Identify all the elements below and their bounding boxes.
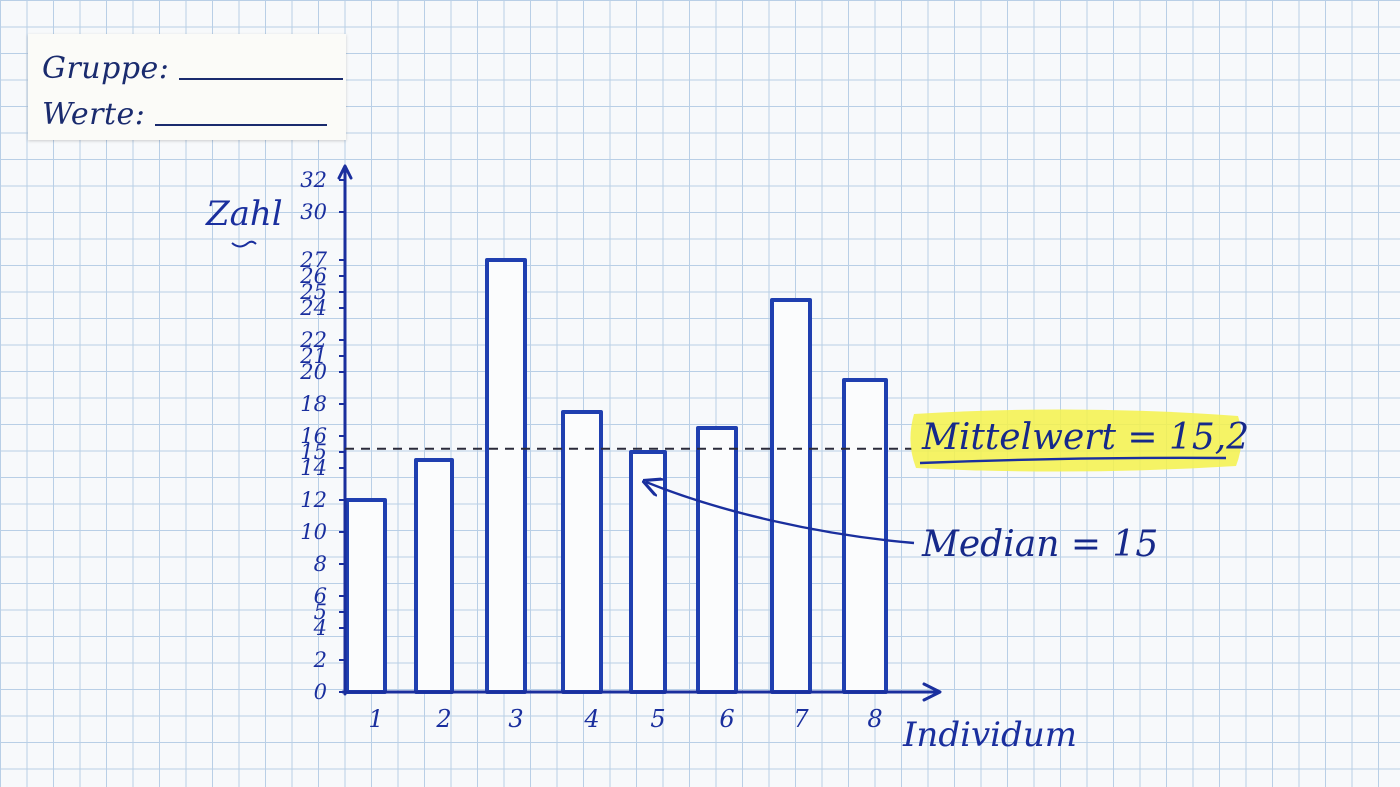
- x-tick-label: 2: [435, 705, 451, 733]
- x-tick-label: 3: [508, 705, 523, 733]
- bar: [485, 258, 527, 694]
- y-tick-label: 21: [299, 344, 327, 368]
- y-tick-label: 0: [314, 680, 327, 704]
- y-tick-label: 10: [300, 520, 327, 544]
- x-tick-label: 5: [650, 705, 665, 733]
- y-tick-label: 26: [299, 264, 327, 288]
- mean-underline: [919, 456, 1227, 465]
- bars-group: [345, 258, 888, 694]
- bar: [345, 498, 387, 694]
- y-tick-label: 18: [300, 392, 327, 416]
- values-blank-line: [155, 124, 328, 126]
- mean-highlight: [910, 409, 1242, 472]
- mean-annotation: Mittelwert = 15,2: [921, 417, 1249, 458]
- median-annotation: Median = 15: [921, 524, 1158, 565]
- group-label: Gruppe:: [42, 51, 170, 86]
- y-tick-label: 5: [314, 600, 327, 624]
- x-tick-label: 6: [719, 705, 734, 733]
- y-tick-label: 16: [300, 424, 327, 448]
- y-tick-label: 30: [300, 200, 327, 224]
- y-tick-label: 12: [300, 488, 327, 512]
- y-tick-label: 27: [299, 248, 327, 272]
- group-blank-line: [179, 78, 344, 80]
- x-tick-label: 8: [867, 705, 882, 733]
- y-tick-label: 14: [300, 456, 327, 480]
- bar: [696, 426, 738, 694]
- y-axis-arrow-icon: [337, 164, 353, 180]
- y-tick-label: 6: [314, 584, 327, 608]
- bar: [414, 458, 454, 694]
- values-row: Werte:: [42, 92, 328, 132]
- group-row: Gruppe:: [42, 46, 344, 86]
- x-tick-label: 1: [368, 705, 383, 733]
- y-axis-title: Zahl: [205, 194, 283, 234]
- ylabel-underline-tilde: [231, 240, 257, 248]
- y-tick-label: 20: [299, 360, 327, 384]
- y-tick-label: 32: [300, 168, 327, 192]
- label-card: Gruppe: Werte:: [28, 34, 346, 140]
- median-arrow: [646, 482, 915, 545]
- x-tick-label: 4: [583, 705, 599, 733]
- y-tick-label: 15: [300, 440, 327, 464]
- y-tick-label: 25: [299, 280, 327, 304]
- y-tick-label: 2: [313, 648, 327, 672]
- y-tick-label: 4: [313, 616, 327, 640]
- x-axis-arrow-icon: [922, 682, 942, 702]
- x-tick-group: 1 2 3 4 5 6 7 8: [368, 705, 882, 733]
- bar: [770, 298, 812, 694]
- values-label: Werte:: [42, 97, 146, 132]
- y-tick-label: 22: [299, 328, 327, 352]
- y-tick-label: 24: [299, 296, 327, 320]
- y-tick-label: 8: [314, 552, 327, 576]
- x-tick-label: 7: [793, 705, 809, 733]
- bar: [561, 410, 603, 694]
- x-axis-title: Individum: [902, 715, 1077, 755]
